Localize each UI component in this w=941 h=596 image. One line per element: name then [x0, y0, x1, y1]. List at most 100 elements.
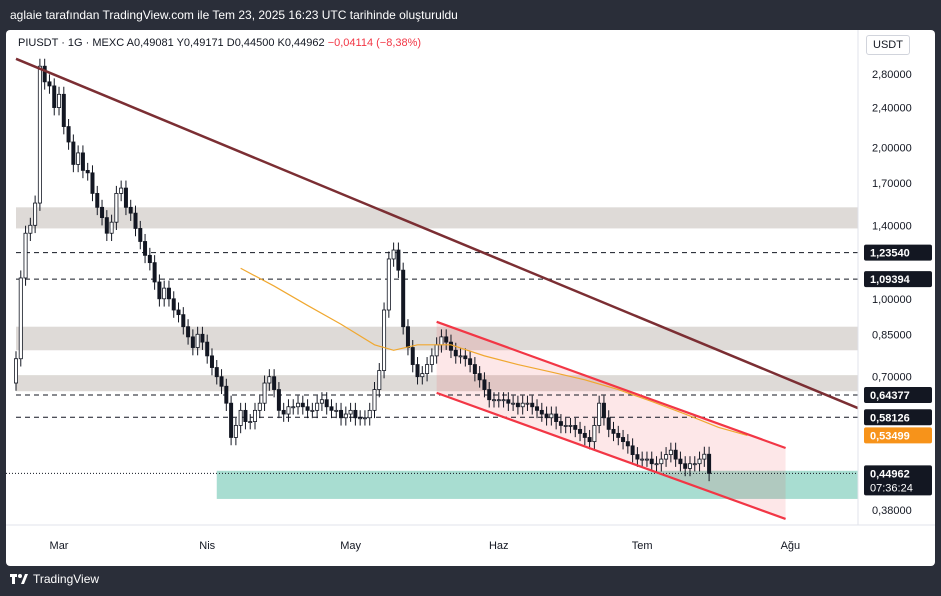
y-tick-label: 1,70000 — [872, 178, 912, 190]
candle — [28, 217, 33, 242]
candle-body — [23, 232, 28, 279]
candle-body — [310, 409, 315, 412]
symbol-name: PIUSDT · 1G · MEXC — [18, 37, 125, 49]
candle-body — [367, 409, 372, 419]
candle — [262, 375, 267, 411]
candle — [324, 392, 329, 415]
candle — [520, 395, 525, 415]
tradingview-logo[interactable]: TradingView — [10, 572, 99, 586]
candle — [248, 414, 253, 430]
candle — [353, 402, 358, 426]
candle — [100, 199, 105, 226]
candle — [578, 421, 583, 442]
candle — [238, 402, 243, 434]
candle — [429, 348, 434, 373]
candle-body — [554, 413, 559, 422]
candle-body — [339, 409, 344, 419]
candle — [305, 399, 310, 419]
candle-body — [100, 206, 105, 219]
candle-body — [405, 326, 410, 348]
candle — [482, 372, 487, 398]
candle — [678, 451, 683, 472]
candle-body — [515, 402, 520, 408]
candle-body — [80, 152, 85, 171]
candle — [143, 233, 148, 264]
change-value: −0,04114 (−8,38%) — [327, 37, 422, 49]
candle-body — [186, 326, 191, 338]
candle — [214, 360, 219, 385]
candle-body — [76, 152, 81, 165]
candle-body — [209, 355, 214, 368]
candle — [673, 442, 678, 467]
candle-body — [219, 376, 224, 387]
candle — [272, 369, 277, 398]
candle — [448, 334, 453, 359]
candle-body — [152, 262, 157, 283]
candle — [630, 438, 635, 463]
candle-body — [95, 193, 100, 208]
candle-body — [296, 402, 301, 408]
candle — [186, 319, 191, 345]
price-label-text: 0,44962 — [870, 468, 910, 480]
candle — [697, 451, 702, 472]
candle-body — [391, 249, 396, 260]
candle-body — [353, 409, 358, 419]
candle — [190, 329, 195, 356]
y-tick-label: 0,70000 — [872, 372, 912, 384]
candle — [597, 395, 602, 434]
candle — [195, 326, 200, 356]
candle — [47, 74, 52, 94]
candle-body — [692, 463, 697, 466]
chart-area[interactable]: 2,80000 2,40000 2,00000 1,70000 1,40000 1,000… — [6, 30, 935, 566]
candle-body — [396, 249, 401, 271]
candle-body — [458, 355, 463, 358]
candle — [90, 165, 95, 202]
candle-body — [644, 458, 649, 461]
candle-body — [434, 344, 439, 357]
candle — [267, 369, 272, 391]
candle-body — [176, 309, 181, 316]
candle — [114, 185, 119, 230]
candle-body — [42, 65, 47, 83]
candle — [219, 369, 224, 395]
candle — [683, 456, 688, 477]
candle — [425, 357, 430, 382]
open-value: A0,49081 — [126, 37, 174, 49]
candle — [224, 378, 229, 411]
candle-body — [573, 425, 578, 430]
candle-body — [71, 141, 76, 165]
candle-body — [181, 314, 186, 328]
candle-body — [66, 126, 71, 143]
candle-body — [57, 93, 62, 108]
candle — [592, 417, 597, 450]
candle-body — [224, 385, 229, 404]
currency-button[interactable]: USDT — [866, 35, 910, 55]
candle — [71, 134, 76, 173]
candle-body — [482, 379, 487, 390]
x-tick-label: Ağu — [781, 540, 801, 552]
candle — [166, 280, 171, 307]
candle-body — [463, 355, 468, 360]
candle — [687, 456, 692, 477]
price-label-bg — [864, 409, 932, 426]
candle-body — [439, 336, 444, 346]
footer-bar: TradingView — [0, 566, 941, 596]
candle — [61, 86, 66, 135]
price-chart[interactable]: 2,80000 2,40000 2,00000 1,70000 1,40000 1,000… — [6, 30, 935, 566]
candle — [52, 78, 57, 116]
candle-body — [147, 254, 152, 264]
plot-layer — [6, 57, 858, 520]
candle — [200, 326, 205, 350]
candle — [243, 402, 248, 430]
candle-body — [33, 202, 38, 226]
candle-body — [61, 93, 66, 127]
candle-body — [491, 399, 496, 402]
candle-body — [592, 425, 597, 443]
candle-body — [568, 425, 573, 427]
candle-body — [291, 406, 296, 409]
candle — [18, 270, 23, 367]
candle — [33, 195, 38, 234]
x-tick-label: Mar — [50, 540, 69, 552]
candle-body — [300, 402, 305, 408]
candle — [654, 456, 659, 472]
